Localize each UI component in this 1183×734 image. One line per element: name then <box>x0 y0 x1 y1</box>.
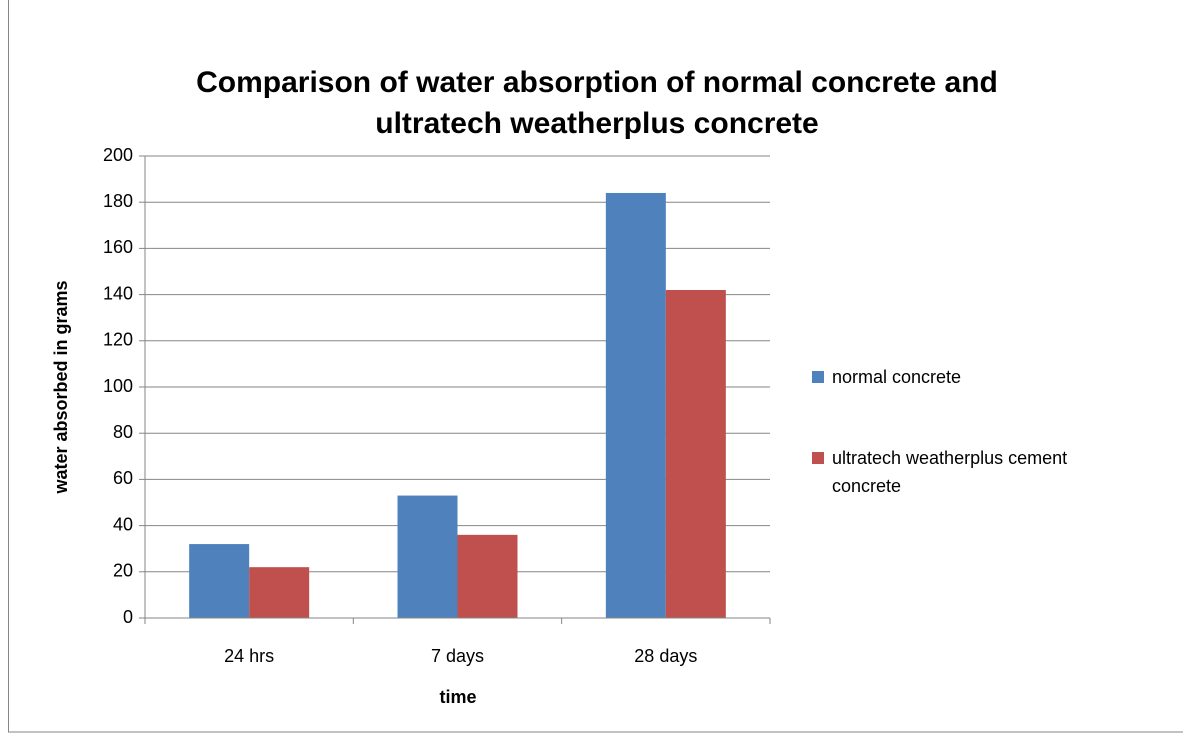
y-tick-label: 140 <box>103 283 133 303</box>
y-tick-label: 100 <box>103 376 133 396</box>
bar <box>605 192 666 618</box>
y-tick-label: 60 <box>113 468 133 488</box>
y-tick-label: 40 <box>113 514 133 534</box>
y-tick-label: 200 <box>103 145 133 165</box>
x-axis-label: time <box>439 687 476 707</box>
legend-label: normal concrete <box>832 367 962 387</box>
y-tick-label: 20 <box>113 561 133 581</box>
chart-border <box>8 0 1183 733</box>
x-tick-label: 24 hrs <box>224 646 274 666</box>
y-axis-label: water absorbed in grams <box>51 280 71 494</box>
legend-label: ultratech weatherplus cement concrete <box>832 448 1068 496</box>
y-tick-label: 120 <box>103 330 133 350</box>
y-tick-label: 0 <box>123 607 133 627</box>
bar <box>189 544 250 618</box>
bar <box>457 534 518 618</box>
legend-swatch <box>812 452 824 464</box>
bar <box>665 289 726 618</box>
legend-swatch <box>812 371 824 383</box>
bar <box>397 495 458 618</box>
y-tick-label: 160 <box>103 237 133 257</box>
y-tick-label: 80 <box>113 422 133 442</box>
chart-title: Comparison of water absorption of normal… <box>196 66 998 140</box>
bar <box>249 567 310 618</box>
y-tick-label: 180 <box>103 191 133 211</box>
x-tick-label: 28 days <box>634 646 697 666</box>
x-tick-label: 7 days <box>431 646 484 666</box>
